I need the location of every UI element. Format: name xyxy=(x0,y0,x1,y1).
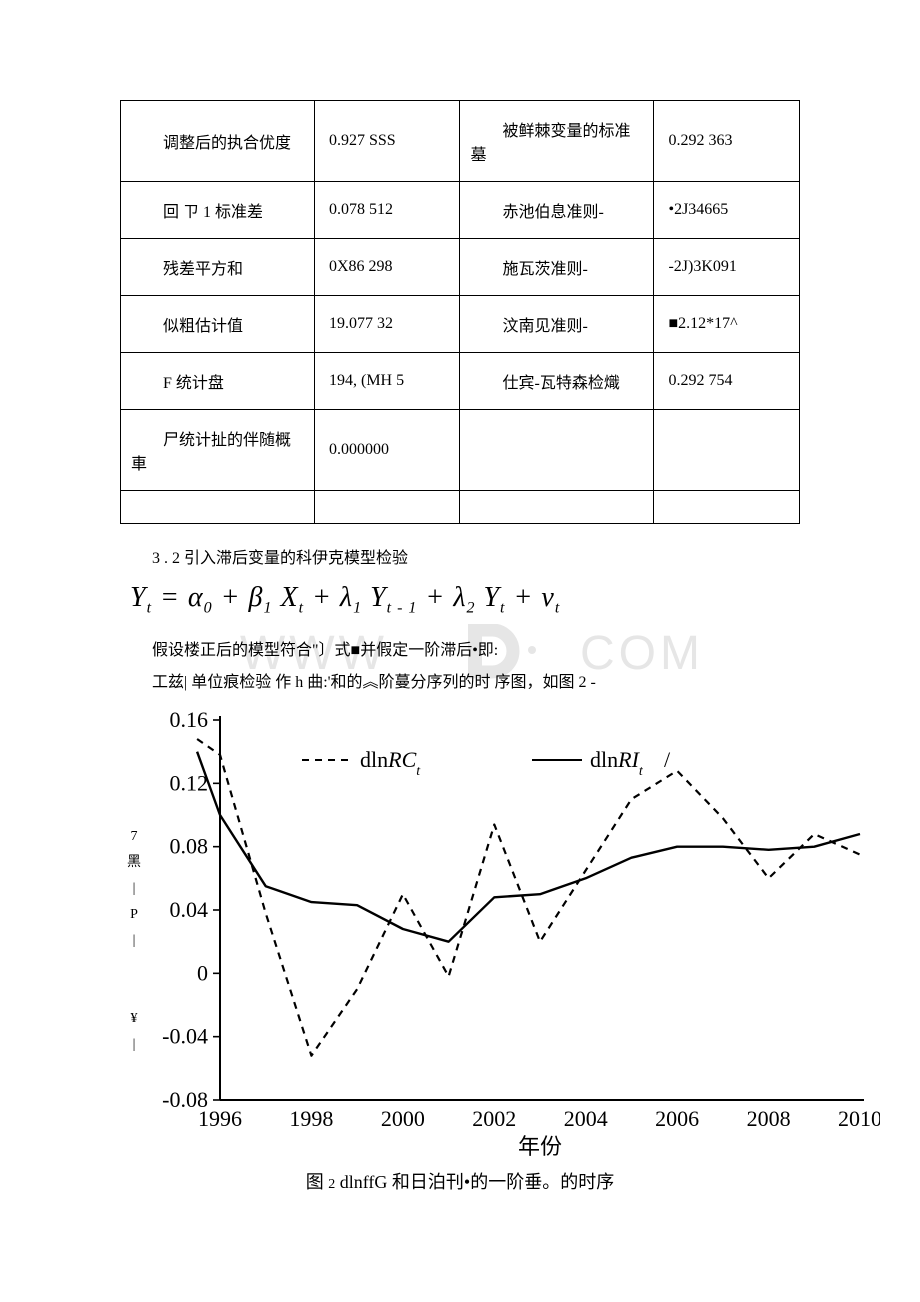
svg-text:2004: 2004 xyxy=(564,1106,608,1131)
svg-text:0.08: 0.08 xyxy=(170,833,209,858)
svg-text:1998: 1998 xyxy=(289,1106,333,1131)
svg-text:dlnRIt: dlnRIt xyxy=(590,747,644,779)
stat-value: 0X86 298 xyxy=(314,239,460,296)
koyck-equation: Yt = α0 + β1 Xt + λ1 Yt - 1 + λ2 Yt + νt xyxy=(130,582,800,618)
table-row: 回 ㄗ 1 标准差0.078 512赤池伯息准则-•2J34665 xyxy=(121,182,800,239)
svg-text:0.16: 0.16 xyxy=(170,707,209,732)
svg-text:P: P xyxy=(130,907,138,922)
stat-value: ■2.12*17^ xyxy=(654,296,800,353)
section-heading: 3 . 2 引入滞后变量的科伊克模型检验 xyxy=(120,544,800,568)
svg-text:-0.04: -0.04 xyxy=(162,1023,208,1048)
svg-text:2010: 2010 xyxy=(838,1106,880,1131)
stat-value: -2J)3K091 xyxy=(654,239,800,296)
stat-value: 0.292 363 xyxy=(654,101,800,182)
svg-text:0.04: 0.04 xyxy=(170,897,209,922)
stat-label: 残差平方和 xyxy=(121,239,315,296)
table-row: 残差平方和0X86 298施瓦茨准则--2J)3K091 xyxy=(121,239,800,296)
stat-label: 似粗估计值 xyxy=(121,296,315,353)
unit-root-paragraph: 工兹| 单位痕检验 作 h 曲:'和的︽阶蔓分序列的时 序图，如图 2 - xyxy=(120,668,800,692)
svg-text:|: | xyxy=(133,1037,136,1052)
svg-text:2000: 2000 xyxy=(381,1106,425,1131)
stat-label xyxy=(121,491,315,524)
stat-value: 0.927 SSS xyxy=(314,101,460,182)
stat-label xyxy=(460,410,654,491)
svg-text:0: 0 xyxy=(197,960,208,985)
svg-text:dlnRCt: dlnRCt xyxy=(360,747,421,779)
caption-rest: dlnffG 和日泊刊•的一阶垂。的时序 xyxy=(335,1172,614,1192)
svg-text:|: | xyxy=(133,933,136,948)
stat-label: 汶南见准则- xyxy=(460,296,654,353)
svg-text:黑: 黑 xyxy=(127,855,141,870)
svg-text:1996: 1996 xyxy=(198,1106,242,1131)
svg-text:2002: 2002 xyxy=(472,1106,516,1131)
table-row: 似粗估计值19.077 32汶南见准则-■2.12*17^ xyxy=(121,296,800,353)
stat-label: 被鲜棘变量的标准墓 xyxy=(460,101,654,182)
stat-value xyxy=(314,491,460,524)
svg-text:/: / xyxy=(664,747,671,772)
caption-prefix: 图 xyxy=(306,1172,329,1192)
time-series-chart: -0.08-0.0400.040.080.120.161996199820002… xyxy=(120,700,880,1160)
table-row: 调整后的执合优度0.927 SSS被鲜棘变量的标准墓0.292 363 xyxy=(121,101,800,182)
stat-value xyxy=(654,410,800,491)
stat-value xyxy=(654,491,800,524)
svg-text:2008: 2008 xyxy=(747,1106,791,1131)
stat-value: •2J34665 xyxy=(654,182,800,239)
stat-label: 赤池伯息准则- xyxy=(460,182,654,239)
table-row xyxy=(121,491,800,524)
svg-text:2006: 2006 xyxy=(655,1106,699,1131)
svg-text:¥: ¥ xyxy=(131,1011,138,1026)
stat-label: 尸统计扯的伴随概車 xyxy=(121,410,315,491)
stat-value: 0.000000 xyxy=(314,410,460,491)
stat-value: 194, (MH 5 xyxy=(314,353,460,410)
svg-text:|: | xyxy=(133,881,136,896)
stat-value: 19.077 32 xyxy=(314,296,460,353)
table-row: F 统计盘194, (MH 5仕宾-瓦特森检熾0.292 754 xyxy=(121,353,800,410)
table-row: 尸统计扯的伴随概車0.000000 xyxy=(121,410,800,491)
svg-text:7: 7 xyxy=(131,829,138,844)
stat-label: 回 ㄗ 1 标准差 xyxy=(121,182,315,239)
stat-label xyxy=(460,491,654,524)
stat-label: 施瓦茨准则- xyxy=(460,239,654,296)
stat-value: 0.292 754 xyxy=(654,353,800,410)
svg-text:年份: 年份 xyxy=(518,1134,562,1159)
svg-text:0.12: 0.12 xyxy=(170,770,209,795)
stat-label: F 统计盘 xyxy=(121,353,315,410)
stat-label: 仕宾-瓦特森检熾 xyxy=(460,353,654,410)
stat-label: 调整后的执合优度 xyxy=(121,101,315,182)
assumption-paragraph: 假设楼正后的模型符合"〕式■并假定一阶滞后•即: xyxy=(120,636,800,660)
regression-stats-table: 调整后的执合优度0.927 SSS被鲜棘变量的标准墓0.292 363回 ㄗ 1… xyxy=(120,100,800,524)
figure-caption: 图 2 dlnffG 和日泊刊•的一阶垂。的时序 xyxy=(120,1168,800,1194)
stat-value: 0.078 512 xyxy=(314,182,460,239)
